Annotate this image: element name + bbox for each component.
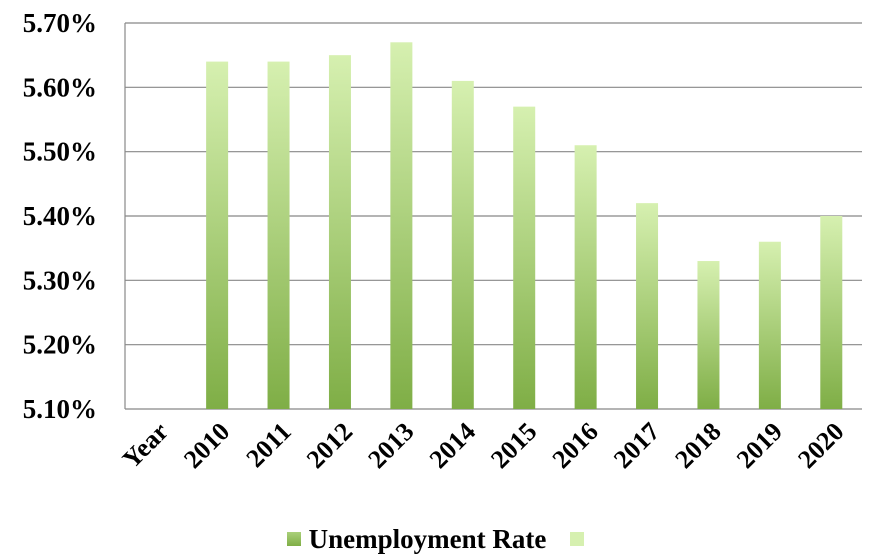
bar	[697, 261, 720, 409]
bars	[206, 42, 843, 410]
legend-swatch-light	[570, 532, 585, 546]
bar	[328, 55, 351, 410]
y-tick-label: 5.60%	[23, 72, 97, 102]
x-tick-label: 2012	[301, 417, 358, 474]
x-tick-label: 2013	[362, 417, 419, 474]
legend: Unemployment Rate	[0, 521, 871, 557]
bar	[451, 80, 474, 410]
y-axis-tick-labels: 5.70% 5.60% 5.50% 5.40% 5.30% 5.20% 5.10%	[23, 8, 97, 424]
x-tick-label: 2010	[178, 417, 235, 474]
x-tick-label: 2014	[424, 417, 481, 474]
bar	[758, 241, 781, 409]
legend-swatch-dark	[286, 532, 301, 546]
x-tick-label: Year	[117, 417, 174, 474]
x-tick-label: 2020	[792, 417, 849, 474]
x-tick-label: 2016	[547, 417, 604, 474]
x-tick-label: 2017	[608, 417, 665, 474]
y-tick-label: 5.40%	[23, 201, 97, 231]
legend-item-unemployment-rate: Unemployment Rate	[286, 523, 547, 555]
bar	[636, 203, 659, 409]
x-tick-label: 2011	[241, 417, 297, 473]
bar	[267, 61, 290, 409]
legend-label: Unemployment Rate	[308, 523, 547, 554]
y-tick-label: 5.20%	[23, 330, 97, 360]
y-tick-label: 5.10%	[23, 394, 97, 424]
bar	[206, 61, 229, 409]
bar	[820, 216, 843, 409]
y-tick-label: 5.70%	[23, 8, 97, 38]
bar	[513, 106, 536, 409]
x-tick-label: 2015	[485, 417, 542, 474]
x-tick-label: 2019	[731, 417, 788, 474]
bar	[574, 145, 597, 409]
bar-chart: 5.70% 5.60% 5.50% 5.40% 5.30% 5.20% 5.10% Year…	[23, 8, 862, 474]
y-tick-label: 5.50%	[23, 137, 97, 167]
bar	[390, 42, 413, 410]
gridlines	[124, 22, 862, 410]
x-axis-tick-labels: Year 2010 2011 2012 2013 2014 2015 2016 2017 2018…	[117, 417, 850, 474]
x-tick-label: 2018	[669, 417, 726, 474]
y-tick-label: 5.30%	[23, 265, 97, 295]
